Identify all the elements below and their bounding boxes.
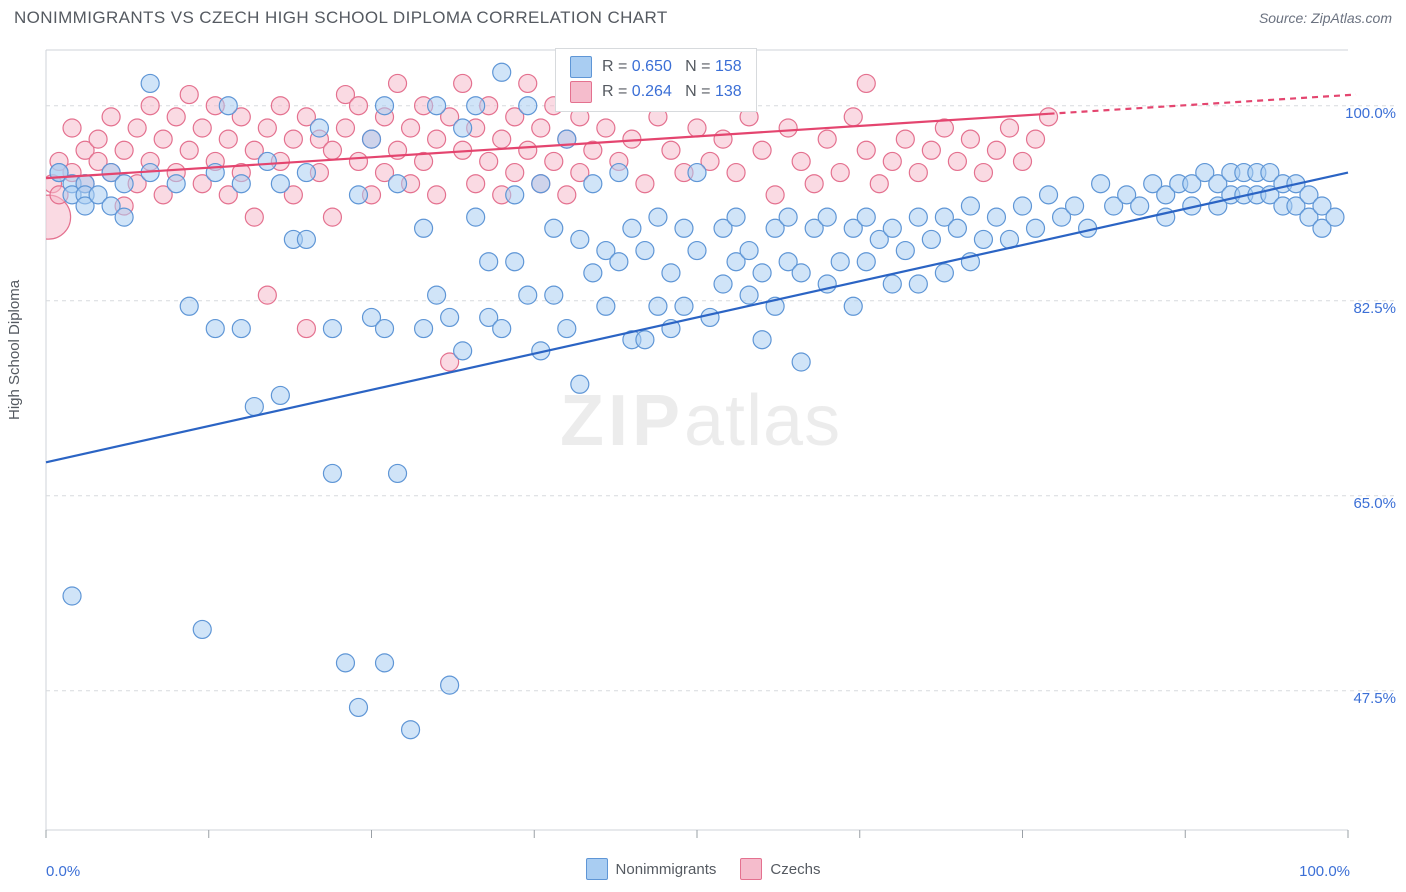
legend-item: Czechs xyxy=(740,858,820,880)
y-tick-label: 47.5% xyxy=(1353,690,1396,707)
x-tick-label-min: 0.0% xyxy=(46,863,80,880)
stats-row: R = 0.650 N = 158 xyxy=(570,55,742,80)
legend-label: Czechs xyxy=(770,861,820,878)
legend-item: Nonimmigrants xyxy=(586,858,717,880)
stats-text: R = 0.650 N = 158 xyxy=(602,55,742,80)
stats-legend-box: R = 0.650 N = 158R = 0.264 N = 138 xyxy=(555,48,757,112)
stats-swatch xyxy=(570,56,592,78)
stats-text: R = 0.264 N = 138 xyxy=(602,80,742,105)
legend-label: Nonimmigrants xyxy=(616,861,717,878)
stats-swatch xyxy=(570,81,592,103)
x-tick-label-max: 100.0% xyxy=(1299,863,1350,880)
bottom-legend: Nonimmigrants Czechs xyxy=(0,858,1406,880)
stats-row: R = 0.264 N = 138 xyxy=(570,80,742,105)
y-tick-label: 100.0% xyxy=(1345,105,1396,122)
legend-swatch xyxy=(586,858,608,880)
legend-swatch xyxy=(740,858,762,880)
y-tick-label: 82.5% xyxy=(1353,300,1396,317)
scatter-chart xyxy=(0,0,1406,892)
y-tick-label: 65.0% xyxy=(1353,495,1396,512)
chart-container: NONIMMIGRANTS VS CZECH HIGH SCHOOL DIPLO… xyxy=(0,0,1406,892)
